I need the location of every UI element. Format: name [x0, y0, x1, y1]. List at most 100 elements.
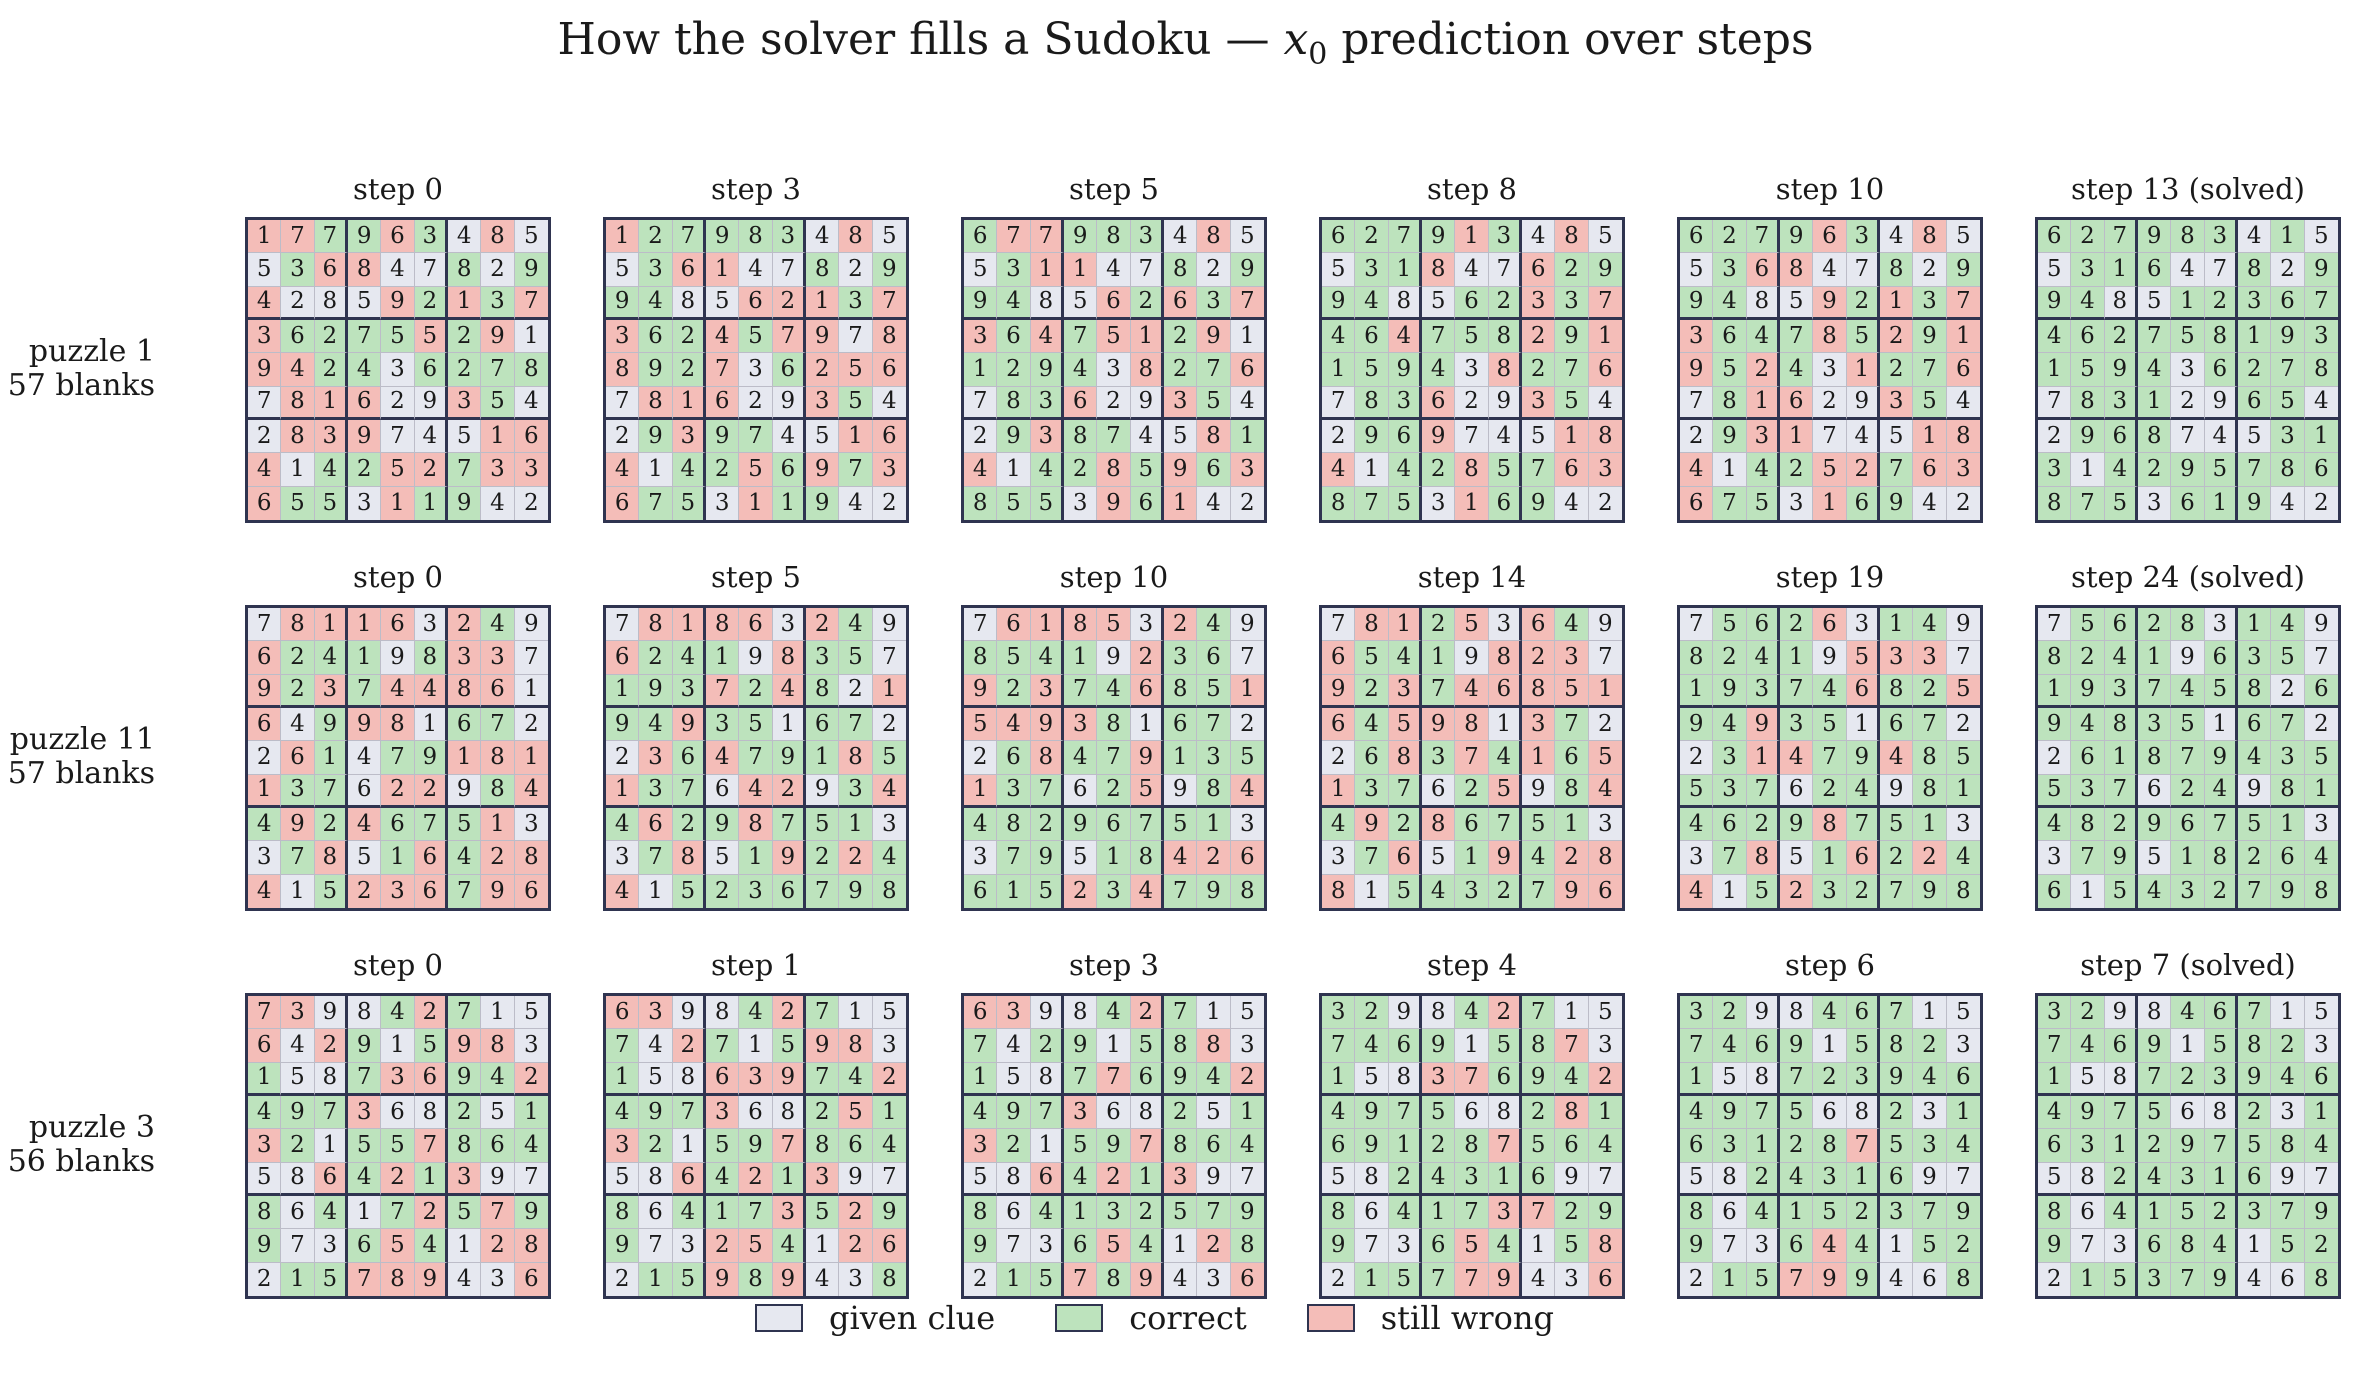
sudoku-cell: 5: [1388, 1262, 1422, 1296]
sudoku-cell: 6: [1488, 674, 1522, 708]
sudoku-cell: 8: [1063, 419, 1098, 454]
sudoku-cell: 6: [2304, 1062, 2338, 1096]
sudoku-cell: 7: [997, 1229, 1031, 1263]
sudoku-cell: 5: [1488, 1029, 1522, 1063]
sudoku-cell: 4: [314, 453, 348, 487]
sudoku-cell: 7: [1521, 874, 1556, 908]
sudoku-cell: 5: [1521, 807, 1556, 842]
sudoku-cell: 9: [514, 608, 548, 642]
sudoku-cell: 1: [381, 841, 415, 875]
sudoku-cell: 4: [997, 707, 1031, 742]
sudoku-cell: 7: [739, 419, 773, 454]
sudoku-cell: 2: [639, 641, 673, 675]
sudoku-cell: 3: [1946, 807, 1980, 842]
sudoku-cell: 5: [1197, 386, 1231, 420]
sudoku-cell: 9: [1746, 707, 1780, 742]
sudoku-cell: 3: [1097, 353, 1131, 387]
sudoku-cell: 1: [639, 1262, 673, 1296]
sudoku-cell: 4: [2104, 1195, 2138, 1230]
sudoku-cell: 4: [1455, 674, 1489, 708]
sudoku-cell: 5: [739, 1229, 773, 1263]
sudoku-cell: 7: [2237, 874, 2272, 908]
sudoku-cell: 7: [2271, 1195, 2305, 1230]
sudoku-cell: 2: [1130, 1195, 1164, 1230]
sudoku-cell: 9: [347, 1029, 382, 1063]
sudoku-cell: 6: [1063, 386, 1098, 420]
sudoku-cell: 6: [705, 1062, 740, 1096]
sudoku-cell: 4: [1521, 1262, 1556, 1296]
sudoku-cell: 6: [997, 741, 1031, 775]
sudoku-cell: 3: [997, 774, 1031, 808]
sudoku-cell: 4: [1846, 419, 1880, 454]
sudoku-cell: 6: [1388, 841, 1422, 875]
sudoku-cell: 9: [1879, 774, 1914, 808]
sudoku-cell: 3: [447, 386, 482, 420]
sudoku-cell: 7: [2171, 419, 2205, 454]
sudoku-cell: 2: [839, 1229, 873, 1263]
sudoku-cell: 4: [606, 807, 640, 842]
sudoku-cell: 1: [2171, 841, 2205, 875]
sudoku-cell: 3: [1813, 353, 1847, 387]
sudoku-cell: 2: [839, 841, 873, 875]
sudoku-cell: 5: [2104, 486, 2138, 520]
sudoku-cell: 6: [606, 486, 640, 520]
sudoku-cell: 9: [739, 641, 773, 675]
sudoku-cell: 9: [1322, 286, 1356, 320]
puzzle-label: puzzle 3 56 blanks: [0, 1111, 155, 1179]
sudoku-cell: 3: [1163, 386, 1198, 420]
sudoku-cell: 2: [281, 1129, 315, 1163]
sudoku-cell: 6: [1746, 608, 1780, 642]
sudoku-cell: 2: [1846, 874, 1880, 908]
sudoku-cell: 8: [481, 220, 515, 254]
sudoku-cell: 6: [1555, 741, 1589, 775]
sudoku-cell: 2: [1230, 707, 1264, 742]
sudoku-cell: 8: [1521, 674, 1556, 708]
sudoku-cell: 9: [1488, 1262, 1522, 1296]
sudoku-cell: 8: [2104, 286, 2138, 320]
sudoku-cell: 4: [447, 841, 482, 875]
sudoku-cell: 8: [1879, 253, 1914, 287]
sudoku-cell: 5: [2137, 841, 2172, 875]
sudoku-cell: 9: [1163, 453, 1198, 487]
sudoku-cell: 2: [314, 319, 348, 354]
sudoku-cell: 7: [772, 807, 806, 842]
sudoku-cell: 1: [1713, 453, 1747, 487]
sudoku-cell: 4: [2171, 253, 2205, 287]
sudoku-cell: 2: [314, 353, 348, 387]
sudoku-cell: 2: [1322, 741, 1356, 775]
sudoku-cell: 8: [1913, 741, 1947, 775]
sudoku-cell: 9: [705, 1262, 740, 1296]
sudoku-cell: 4: [447, 1262, 482, 1296]
sudoku-cell: 5: [1097, 1229, 1131, 1263]
sudoku-cell: 3: [1746, 1229, 1780, 1263]
sudoku-cell: 3: [2104, 386, 2138, 420]
sudoku-cell: 3: [1488, 220, 1522, 254]
sudoku-cell: 7: [2104, 1095, 2138, 1130]
sudoku-cell: 4: [2038, 319, 2072, 354]
sudoku-cell: 6: [447, 707, 482, 742]
sudoku-cell: 8: [1680, 641, 1714, 675]
sudoku-cell: 1: [1555, 996, 1589, 1030]
sudoku-cell: 1: [1455, 220, 1489, 254]
sudoku-cell: 7: [1680, 386, 1714, 420]
sudoku-cell: 5: [481, 1095, 515, 1130]
sudoku-cell: 9: [447, 774, 482, 808]
sudoku-cell: 3: [1030, 419, 1064, 454]
sudoku-cell: 4: [2137, 1162, 2172, 1196]
sudoku-cell: 9: [2171, 453, 2205, 487]
sudoku-cell: 4: [1322, 319, 1356, 354]
sudoku-cell: 1: [639, 453, 673, 487]
sudoku-cell: 9: [2204, 741, 2238, 775]
sudoku-cell: 2: [2104, 1162, 2138, 1196]
sudoku-cell: 3: [481, 1262, 515, 1296]
sudoku-cell: 8: [1846, 1095, 1880, 1130]
sudoku-cell: 2: [639, 220, 673, 254]
sudoku-cell: 9: [606, 1229, 640, 1263]
sudoku-cell: 7: [872, 641, 906, 675]
title-var: x: [1283, 14, 1309, 65]
sudoku-cell: 8: [2237, 674, 2272, 708]
sudoku-cell: 4: [481, 1062, 515, 1096]
sudoku-cell: 7: [281, 220, 315, 254]
